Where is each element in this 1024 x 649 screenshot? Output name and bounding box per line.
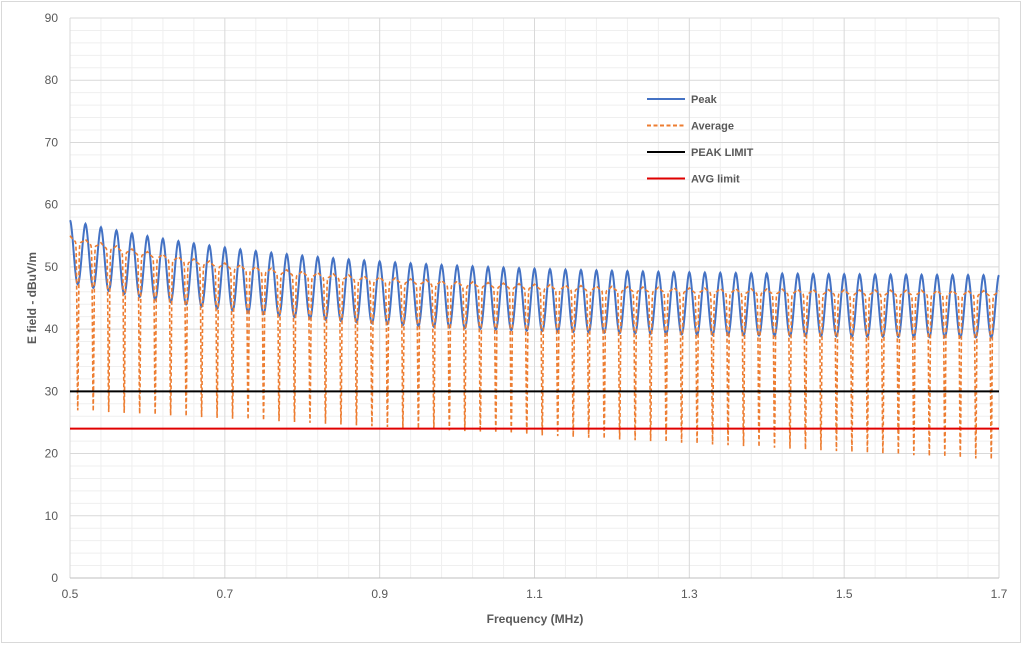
y-tick-label: 60 <box>45 198 59 212</box>
x-tick-label: 0.9 <box>371 587 388 601</box>
legend: Peak Average PEAK LIMIT AVG limit <box>647 94 754 186</box>
y-tick-label: 0 <box>51 571 58 585</box>
x-tick-labels: 0.5 0.7 0.9 1.1 1.3 1.5 1.7 <box>62 587 1008 601</box>
series-line-peak <box>69 219 1000 339</box>
major-grid <box>69 17 1000 579</box>
y-axis-label: E field - dBuV/m <box>25 252 39 344</box>
y-tick-label: 20 <box>45 447 59 461</box>
y-tick-label: 80 <box>45 73 59 87</box>
x-tick-label: 1.5 <box>836 587 853 601</box>
x-tick-label: 0.5 <box>62 587 79 601</box>
y-tick-label: 30 <box>45 384 59 398</box>
series-line-average <box>69 235 1000 460</box>
y-tick-label: 90 <box>45 11 59 25</box>
x-tick-label: 1.1 <box>526 587 543 601</box>
y-tick-label: 70 <box>45 135 59 149</box>
y-tick-label: 10 <box>45 509 59 523</box>
y-tick-labels: 0 10 20 30 40 50 60 70 80 90 <box>45 11 59 585</box>
y-tick-label: 50 <box>45 260 59 274</box>
legend-label-peak-limit: PEAK LIMIT <box>691 147 754 159</box>
x-tick-label: 1.3 <box>681 587 698 601</box>
x-tick-label: 1.7 <box>991 587 1008 601</box>
y-tick-label: 40 <box>45 322 59 336</box>
legend-label-average: Average <box>691 121 734 133</box>
x-axis-label: Frequency (MHz) <box>487 612 584 626</box>
x-tick-label: 0.7 <box>216 587 233 601</box>
legend-label-peak: Peak <box>691 94 718 106</box>
legend-label-avg-limit: AVG limit <box>691 174 740 186</box>
plot-lines <box>69 219 1000 460</box>
